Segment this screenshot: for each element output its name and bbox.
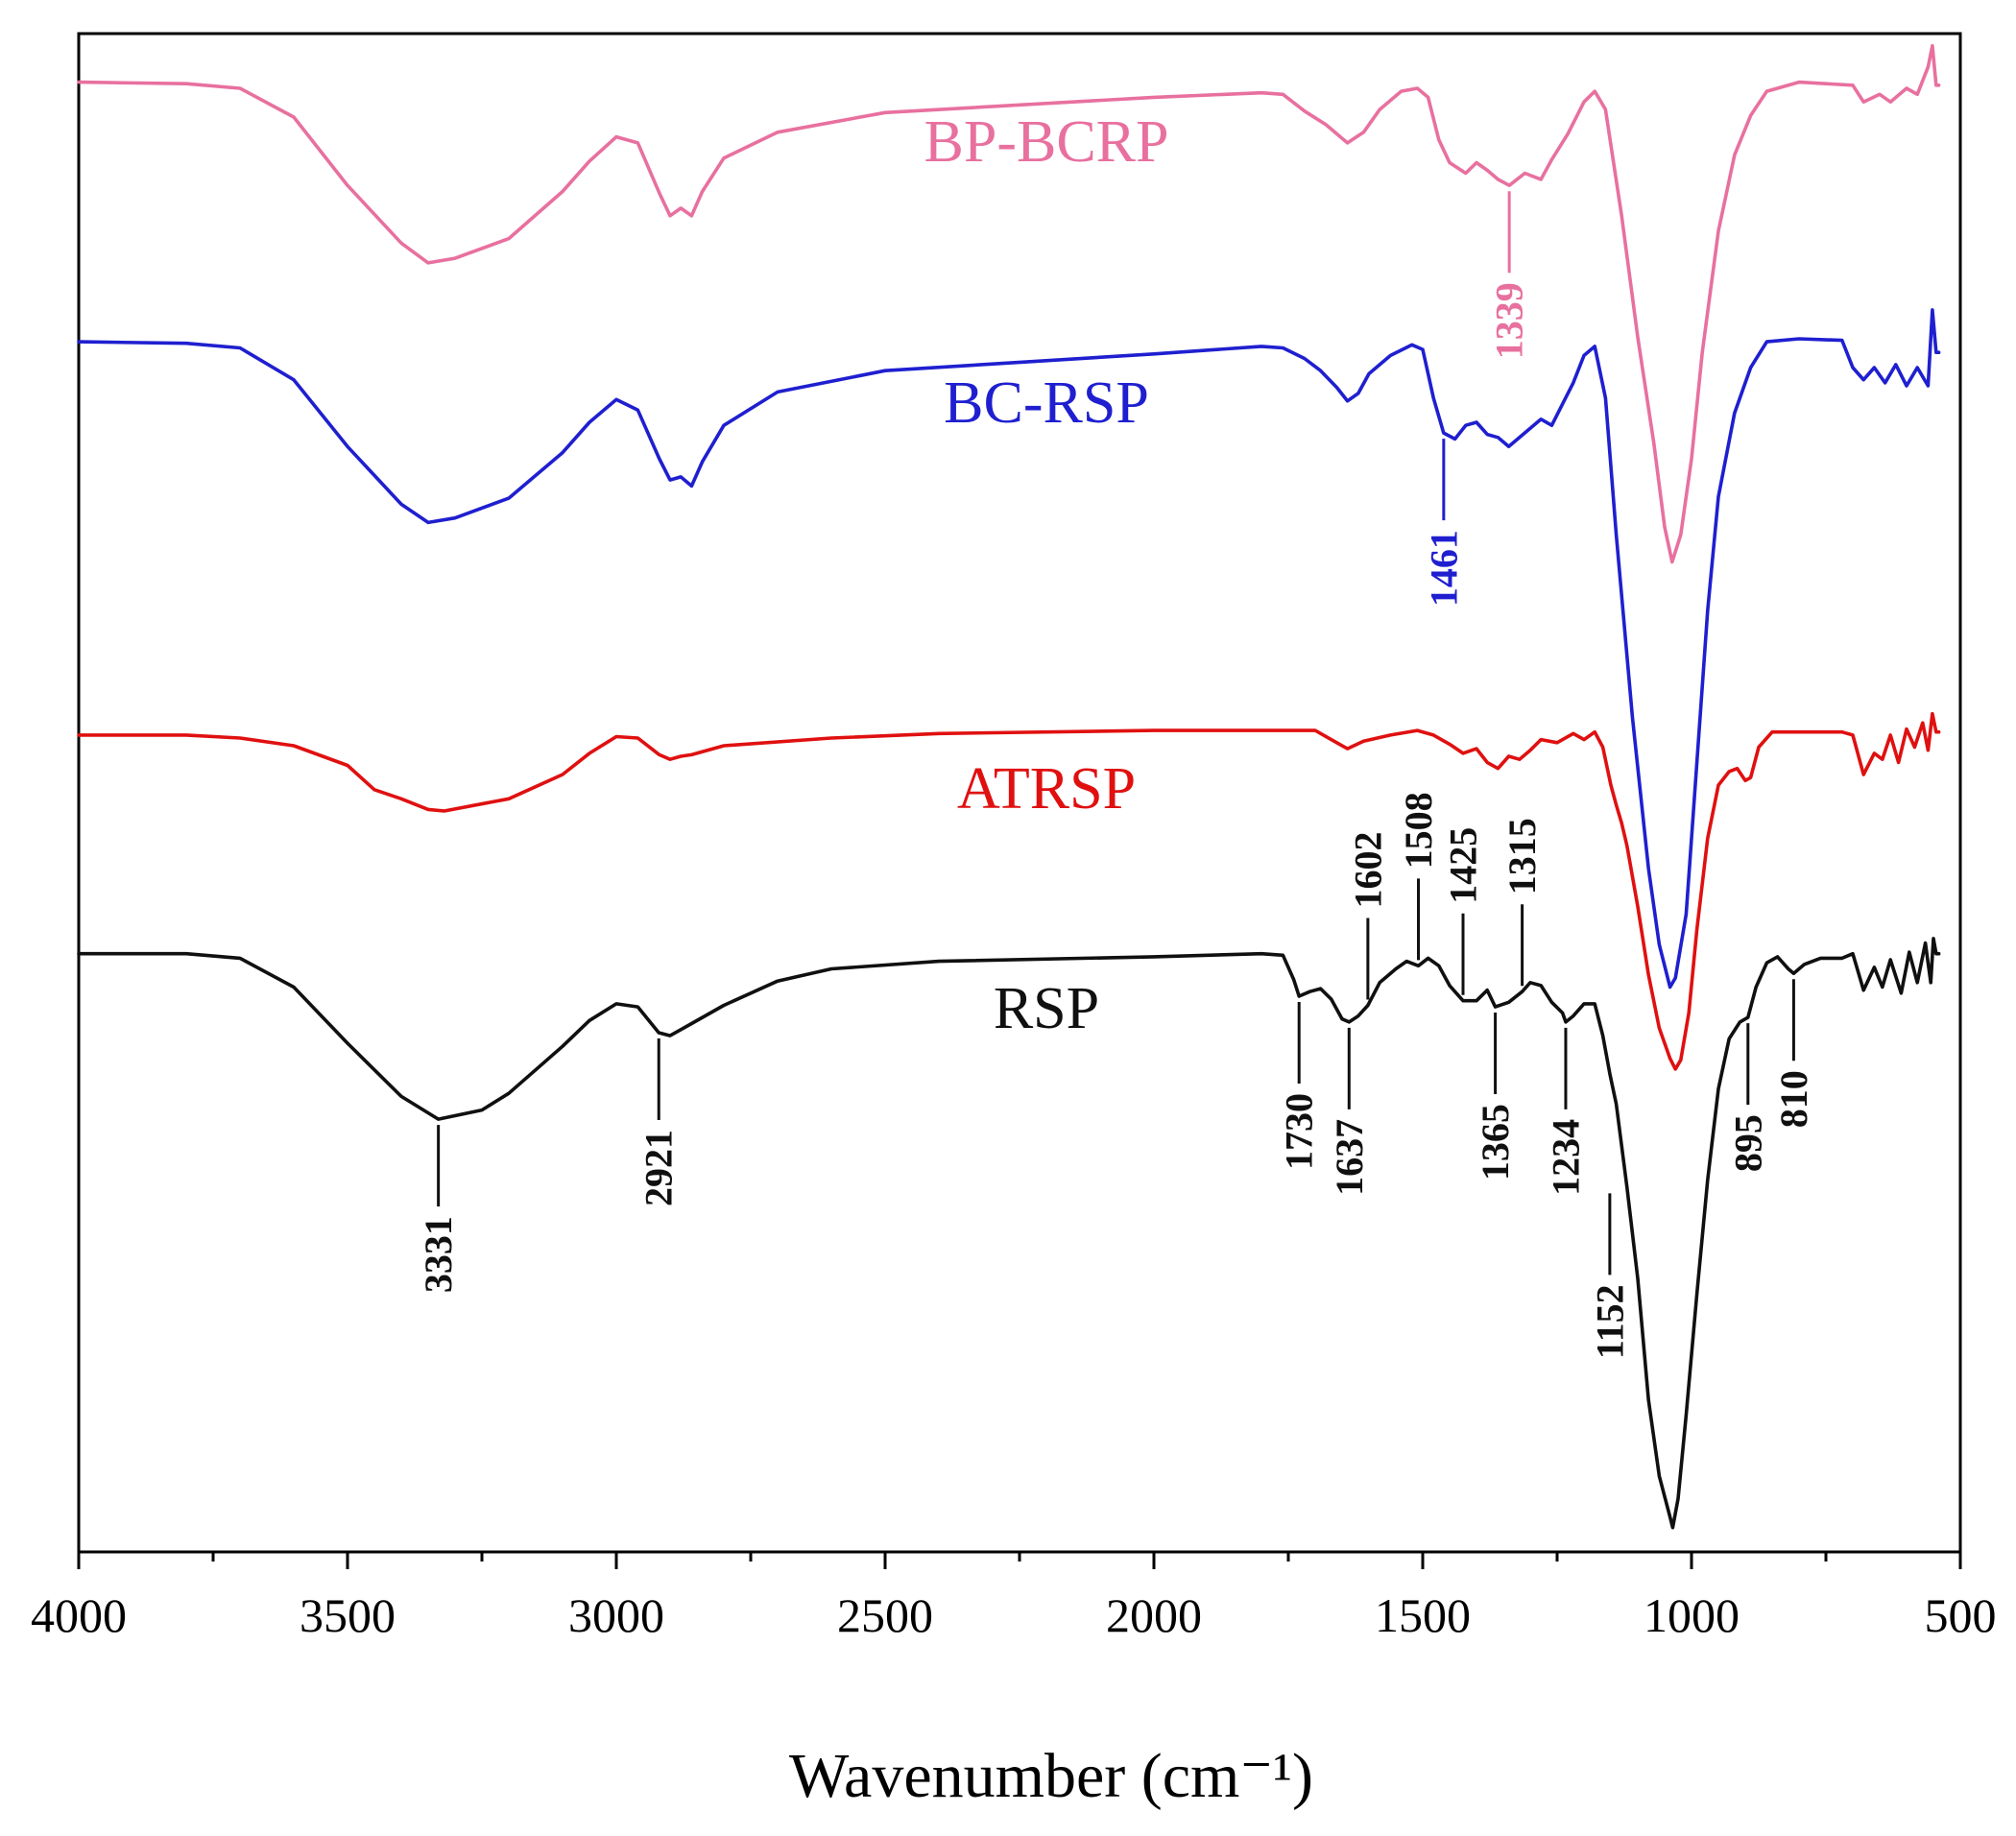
x-tick-label: 2500 (837, 1588, 933, 1642)
x-axis: 4000 3500 3000 2500 2000 1500 1000 500 (31, 1552, 1997, 1642)
peak-label-1315: 1315 (1500, 818, 1544, 894)
peak-label-810: 810 (1772, 1070, 1815, 1128)
series-line-bp-bcrp (77, 43, 1941, 564)
peak-label-3331: 3331 (417, 1216, 460, 1293)
peak-label-1425: 1425 (1442, 827, 1485, 904)
x-tick-label: 1500 (1375, 1588, 1471, 1642)
x-tick-label: 1000 (1644, 1588, 1740, 1642)
peak-label-1508: 1508 (1397, 792, 1440, 869)
x-axis-label: Wavenumber (cm⁻¹) (789, 1741, 1313, 1811)
x-tick-label: 2000 (1106, 1588, 1202, 1642)
peak-label-1339: 1339 (1488, 282, 1531, 359)
peak-label-1730: 1730 (1278, 1093, 1321, 1170)
series-line-rsp (77, 937, 1941, 1530)
series-label-bc-rsp: BC-RSP (944, 370, 1149, 436)
x-tick-label: 500 (1925, 1588, 1997, 1642)
peak-label-895: 895 (1726, 1114, 1769, 1172)
peak-label-1637: 1637 (1328, 1119, 1371, 1196)
x-tick-label: 3500 (300, 1588, 396, 1642)
x-tick-label: 4000 (31, 1588, 127, 1642)
peak-label-1152: 1152 (1588, 1284, 1631, 1359)
series-label-atrsp: ATRSP (957, 756, 1136, 822)
peak-label-1461: 1461 (1422, 530, 1465, 607)
peak-label-1602: 1602 (1346, 831, 1389, 908)
peak-label-2921: 2921 (637, 1130, 681, 1206)
series-label-rsp: RSP (994, 976, 1099, 1041)
series-label-bp-bcrp: BP-BCRP (924, 109, 1168, 175)
series-line-bc-rsp (77, 308, 1941, 990)
peak-label-1365: 1365 (1474, 1104, 1517, 1180)
x-tick-label: 3000 (568, 1588, 664, 1642)
peak-label-1234: 1234 (1544, 1119, 1587, 1196)
series-layer: BP-BCRP BC-RSP ATRSP RSP (77, 43, 1941, 1530)
series-line-atrsp (77, 711, 1941, 1071)
